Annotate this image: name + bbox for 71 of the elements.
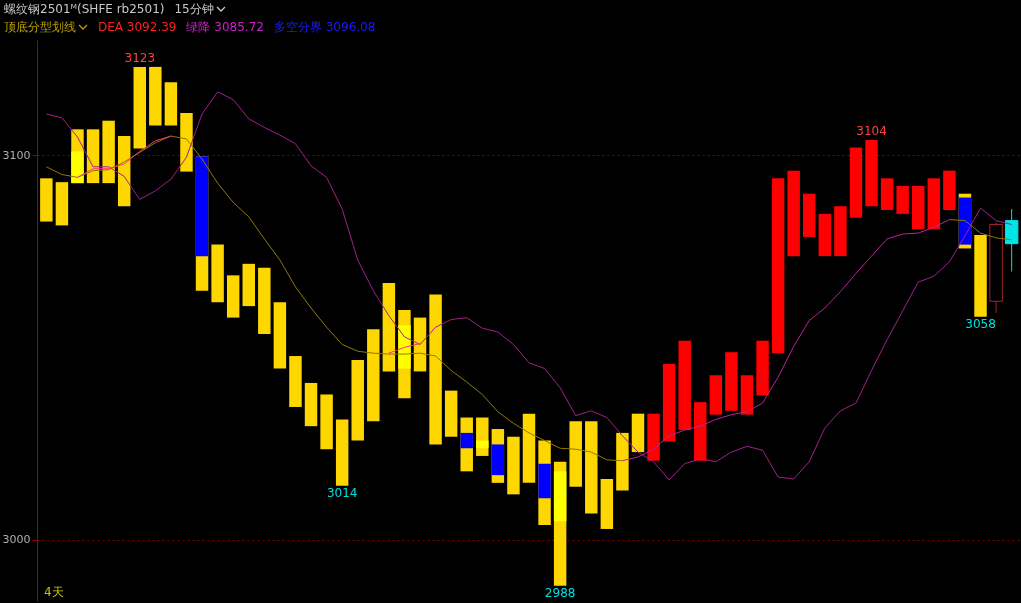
bar	[538, 463, 551, 499]
bar	[71, 151, 84, 184]
bar	[709, 375, 723, 415]
bar	[771, 178, 785, 354]
y-tick-label: 3000	[2, 533, 31, 547]
bar	[226, 275, 240, 318]
annotation: 3123	[124, 50, 156, 65]
bar	[367, 329, 380, 422]
bar	[756, 340, 769, 396]
bar	[444, 390, 458, 437]
bar	[522, 413, 536, 483]
bar	[927, 178, 941, 230]
bar	[865, 139, 878, 207]
chart-title: 螺纹钢2501ᴹ(SHFE rb2501)	[4, 2, 165, 16]
bar	[429, 294, 442, 445]
bar	[211, 244, 224, 303]
bar	[289, 356, 302, 407]
bar	[834, 206, 847, 257]
bar	[662, 363, 676, 442]
bar	[242, 263, 255, 307]
text: DEA 3092.39	[98, 20, 177, 34]
bar	[912, 186, 925, 230]
bar	[195, 156, 209, 257]
annotation: 3058	[965, 316, 996, 331]
bar	[616, 432, 629, 491]
text: 多空分界 3096.08	[273, 20, 376, 34]
bar	[320, 394, 333, 450]
bar	[476, 440, 489, 449]
bar	[694, 402, 707, 461]
bar	[273, 302, 287, 369]
bar	[507, 436, 520, 495]
bar	[40, 178, 53, 222]
bar	[585, 421, 598, 514]
bar	[880, 178, 894, 211]
annotation: 3014	[326, 485, 358, 500]
bar	[133, 66, 146, 149]
bar	[491, 444, 505, 476]
bar	[849, 147, 863, 218]
y-tick-label: 3100	[2, 148, 31, 162]
bar	[803, 193, 816, 237]
bar	[647, 413, 660, 461]
bar	[600, 479, 614, 529]
bar	[164, 82, 178, 126]
bar	[896, 186, 909, 214]
bar	[351, 359, 364, 441]
bar	[117, 136, 131, 207]
bar	[149, 66, 162, 126]
bar	[304, 382, 318, 427]
text: 绿降 3085.72	[186, 20, 264, 34]
bar	[553, 471, 567, 522]
bar	[382, 283, 396, 372]
text: 15分钟	[174, 2, 215, 16]
line-series	[621, 219, 950, 462]
bar	[678, 340, 691, 431]
annotation: 3104	[856, 123, 887, 138]
bar	[258, 267, 271, 334]
bar	[335, 419, 349, 486]
bar	[943, 170, 956, 211]
bar	[818, 213, 832, 257]
bar	[569, 421, 582, 487]
text: 顶底分型划线	[4, 20, 77, 34]
bar	[787, 170, 800, 257]
bar	[102, 120, 115, 184]
annotation: 2988	[544, 585, 576, 600]
annotation: 4天	[44, 584, 64, 601]
bar	[55, 182, 69, 226]
bar	[180, 113, 193, 172]
bar	[725, 352, 738, 411]
bar	[740, 375, 754, 415]
bar	[460, 432, 473, 449]
bar	[631, 413, 645, 453]
